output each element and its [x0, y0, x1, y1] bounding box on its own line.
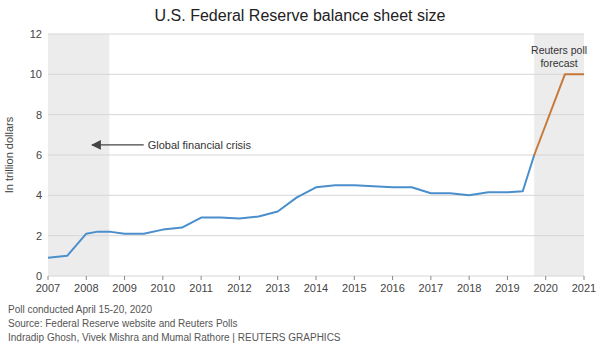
x-tick-label: 2015 [342, 282, 366, 294]
y-axis-label: In trillion dollars [3, 116, 15, 193]
annotation-text: Global financial crisis [148, 139, 252, 151]
lines [48, 74, 584, 258]
grid-line [48, 74, 584, 75]
shades [48, 34, 584, 276]
x-tick-label: 2020 [533, 282, 557, 294]
y-tick-label: 12 [30, 28, 42, 40]
x-tick [392, 276, 393, 280]
y-tick-label: 4 [36, 189, 42, 201]
grid-line [48, 34, 584, 35]
x-tick-label: 2017 [419, 282, 443, 294]
y-tick-label: 0 [36, 270, 42, 282]
annotation-text: Reuters pollforecast [531, 44, 587, 69]
series-line [48, 155, 534, 258]
x-tick-label: 2018 [457, 282, 481, 294]
x-tick [354, 276, 355, 280]
x-tick-label: 2010 [151, 282, 175, 294]
footer-text: Indradip Ghosh, Vivek Mishra and Mumal R… [8, 332, 341, 343]
x-tick [162, 276, 163, 280]
x-tick [239, 276, 240, 280]
annotation-line: forecast [540, 57, 577, 69]
x-tick [48, 276, 49, 280]
x-tick [469, 276, 470, 280]
x-tick [507, 276, 508, 280]
y-tick-label: 8 [36, 109, 42, 121]
x-tick-label: 2008 [74, 282, 98, 294]
x-tick [545, 276, 546, 280]
footer-text: Poll conducted April 15-20, 2020 [8, 304, 152, 315]
series-line [534, 74, 584, 155]
x-tick-label: 2013 [265, 282, 289, 294]
y-tick-label: 2 [36, 230, 42, 242]
y-tick-label: 6 [36, 149, 42, 161]
x-tick-label: 2016 [380, 282, 404, 294]
annotation-line: Reuters poll [531, 44, 587, 56]
x-tick-label: 2021 [572, 282, 596, 294]
y-tick-label: 10 [30, 68, 42, 80]
grid-line [48, 235, 584, 236]
chart: 0 2 4 6 8 10 12 2007 2008 2009 2010 2011 2012 2013 201… [0, 0, 600, 362]
x-tick [584, 276, 585, 280]
grid-line [48, 114, 584, 115]
x-tick [316, 276, 317, 280]
x-tick-label: 2019 [495, 282, 519, 294]
x-tick-label: 2011 [189, 282, 213, 294]
title: U.S. Federal Reserve balance sheet size [155, 7, 446, 24]
x-tick-label: 2009 [112, 282, 136, 294]
grid-line [48, 155, 584, 156]
grid-line [48, 195, 584, 196]
x-tick [430, 276, 431, 280]
x-tick [277, 276, 278, 280]
annotation-arrow [92, 144, 144, 145]
x-tick [86, 276, 87, 280]
x-tick-label: 2014 [304, 282, 328, 294]
x-tick [124, 276, 125, 280]
x-tick-label: 2007 [36, 282, 60, 294]
x-tick [201, 276, 202, 280]
x-tick-label: 2012 [227, 282, 251, 294]
footer-text: Source: Federal Reserve website and Reut… [8, 318, 238, 329]
